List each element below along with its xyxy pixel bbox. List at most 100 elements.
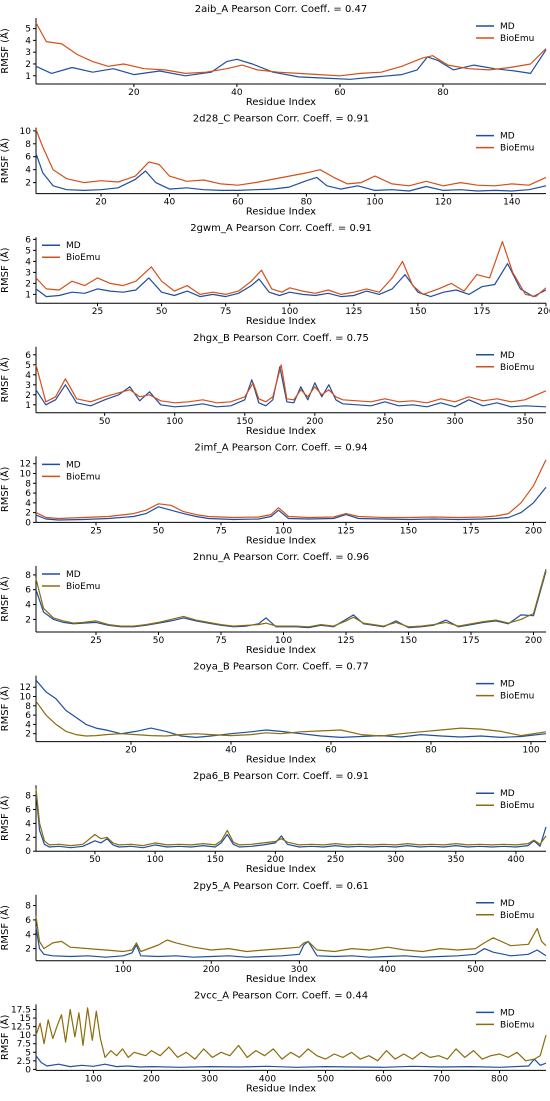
series-line-bioemu (35, 459, 547, 520)
x-tick-label: 200 (525, 636, 542, 646)
x-tick-label: 25 (90, 526, 101, 536)
x-axis-title: Residue Index (246, 207, 316, 218)
x-tick-label: 125 (337, 636, 354, 646)
y-tick-label: 10 (20, 470, 32, 480)
y-tick-label: 0 (25, 847, 31, 857)
x-tick-label: 100 (115, 965, 132, 975)
y-tick-label: 0 (25, 518, 31, 528)
series-line-bioemu (35, 700, 547, 737)
legend: MD BioEmu (476, 789, 534, 811)
x-tick-label: 250 (327, 855, 344, 865)
series-line-md (35, 679, 547, 739)
x-tick-label: 200 (267, 855, 284, 865)
legend-label: BioEmu (66, 582, 100, 592)
y-tick-label: 17.5 (11, 1006, 31, 1016)
chart-panel-2: 2d28_C Pearson Corr. Coeff. = 0.91 20 40 60… (0, 114, 547, 218)
x-tick-label: 125 (337, 526, 354, 536)
x-tick-label: 800 (491, 1074, 508, 1084)
y-tick-label: 2 (25, 615, 31, 625)
y-tick-label: 5 (25, 25, 31, 35)
series-line-md (35, 1055, 547, 1068)
y-tick-label: 6 (25, 153, 31, 163)
legend: MD BioEmu (476, 22, 534, 44)
y-tick-label: 6 (25, 489, 31, 499)
chart-title: 2aib_A Pearson Corr. Coeff. = 0.47 (195, 4, 367, 15)
x-tick-label: 80 (437, 88, 449, 98)
series-line-bioemu (35, 916, 547, 953)
series-line-md (35, 263, 547, 298)
y-tick-label: 2 (25, 391, 31, 401)
y-tick-label: 6 (25, 916, 31, 926)
x-tick-label: 500 (467, 965, 484, 975)
x-axis-title: Residue Index (246, 316, 316, 327)
x-tick-label: 60 (232, 198, 244, 208)
y-tick-label: 12.5 (11, 1023, 31, 1033)
series-line-bioemu (35, 22, 547, 77)
x-tick-label: 50 (99, 417, 111, 427)
legend-label: BioEmu (500, 34, 534, 44)
y-tick-label: 8 (25, 792, 31, 802)
x-tick-label: 175 (462, 636, 479, 646)
x-tick-label: 350 (447, 855, 464, 865)
x-tick-label: 150 (409, 307, 426, 317)
x-tick-label: 200 (203, 965, 220, 975)
x-tick-label: 80 (425, 746, 437, 756)
x-tick-label: 200 (537, 307, 550, 317)
legend: MD BioEmu (476, 351, 534, 373)
y-axis-title: RMSF (Å) (0, 467, 11, 513)
x-tick-label: 50 (156, 307, 168, 317)
x-tick-label: 100 (275, 526, 292, 536)
legend-label: BioEmu (500, 692, 534, 702)
legend-label: MD (66, 241, 81, 251)
legend-label: BioEmu (66, 253, 100, 263)
y-tick-label: 6 (25, 235, 31, 245)
y-tick-label: 6 (25, 806, 31, 816)
y-tick-label: 4 (25, 499, 31, 509)
x-tick-label: 100 (166, 417, 183, 427)
y-tick-label: 8 (25, 479, 31, 489)
y-tick-label: 15 (20, 1014, 31, 1024)
legend-label: MD (500, 1008, 515, 1018)
y-tick-label: 4 (25, 720, 31, 730)
chart-panel-9: 2py5_A Pearson Corr. Coeff. = 0.61 100 200… (0, 881, 547, 985)
x-tick-label: 60 (334, 88, 346, 98)
x-tick-label: 25 (90, 636, 101, 646)
y-tick-label: 4 (25, 36, 31, 46)
x-tick-label: 120 (435, 198, 452, 208)
legend-label: MD (500, 22, 515, 32)
legend-label: BioEmu (500, 801, 534, 811)
y-tick-label: 4 (25, 930, 31, 940)
y-tick-label: 7.5 (17, 1040, 31, 1050)
legend-label: BioEmu (500, 363, 534, 373)
series-line-md (35, 927, 547, 958)
chart-panel-5: 2imf_A Pearson Corr. Coeff. = 0.94 25 50 75… (0, 442, 547, 546)
x-tick-label: 80 (301, 198, 313, 208)
y-tick-label: 4 (25, 601, 31, 611)
x-tick-label: 500 (317, 1074, 334, 1084)
x-tick-label: 150 (400, 636, 417, 646)
y-tick-label: 8 (25, 702, 31, 712)
x-tick-label: 100 (146, 855, 163, 865)
y-tick-label: 2 (25, 279, 31, 289)
x-axis-title: Residue Index (246, 974, 316, 985)
legend-label: MD (66, 460, 81, 470)
legend: MD BioEmu (476, 132, 534, 154)
x-tick-label: 100 (366, 198, 383, 208)
y-tick-label: 8 (25, 902, 31, 912)
x-tick-label: 40 (225, 746, 237, 756)
x-tick-label: 700 (433, 1074, 450, 1084)
x-tick-label: 60 (325, 746, 337, 756)
x-tick-label: 100 (522, 746, 539, 756)
x-tick-label: 300 (387, 855, 404, 865)
y-tick-label: 3 (25, 381, 31, 391)
x-axis-title: Residue Index (246, 1083, 316, 1094)
series-line-md (35, 486, 547, 521)
y-axis-title: RMSF (Å) (0, 686, 11, 732)
legend-label: MD (500, 351, 515, 361)
x-tick-label: 150 (236, 417, 253, 427)
x-tick-label: 25 (92, 307, 103, 317)
x-tick-label: 50 (153, 636, 165, 646)
chart-title: 2d28_C Pearson Corr. Coeff. = 0.91 (193, 114, 369, 125)
y-tick-label: 4 (25, 166, 31, 176)
